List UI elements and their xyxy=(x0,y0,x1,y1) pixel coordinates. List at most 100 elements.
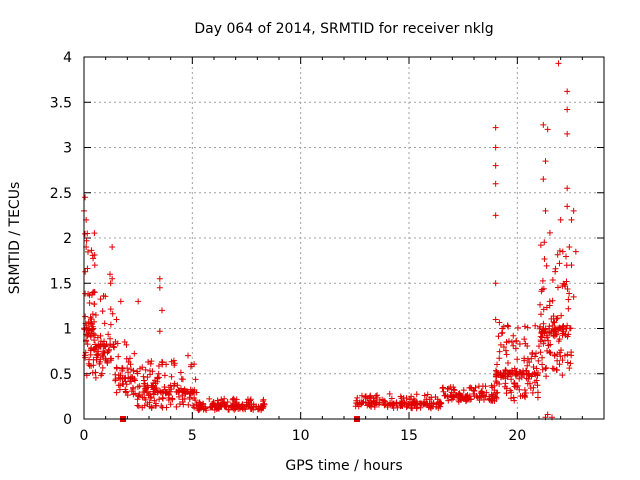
data-point xyxy=(389,402,396,409)
data-point xyxy=(539,277,546,284)
data-point xyxy=(483,389,490,396)
data-point xyxy=(478,388,485,395)
data-point xyxy=(92,369,99,376)
data-point xyxy=(134,396,141,403)
data-point xyxy=(502,380,509,387)
data-point xyxy=(508,395,515,402)
data-point xyxy=(148,358,155,365)
data-point xyxy=(358,399,365,406)
data-point xyxy=(174,382,181,389)
data-point xyxy=(151,385,158,392)
data-point xyxy=(122,375,129,382)
data-point xyxy=(104,349,111,356)
data-point xyxy=(505,370,512,377)
data-point xyxy=(146,367,153,374)
data-point xyxy=(159,361,166,368)
data-point xyxy=(508,339,515,346)
data-point xyxy=(199,400,206,407)
data-point xyxy=(549,322,556,329)
data-point xyxy=(503,351,510,358)
data-point xyxy=(557,216,564,223)
data-point xyxy=(413,391,420,398)
data-point xyxy=(457,392,464,399)
data-point xyxy=(130,385,137,392)
data-point xyxy=(513,337,520,344)
data-point xyxy=(540,306,547,313)
data-point xyxy=(111,344,118,351)
data-point xyxy=(492,180,499,187)
data-point xyxy=(134,370,141,377)
data-point xyxy=(419,400,426,407)
data-point xyxy=(82,290,89,297)
data-point xyxy=(358,392,365,399)
data-point xyxy=(87,347,94,354)
data-point xyxy=(122,386,129,393)
data-point xyxy=(125,359,132,366)
data-point xyxy=(221,395,228,402)
data-point xyxy=(497,369,504,376)
data-point xyxy=(88,362,95,369)
data-point xyxy=(113,389,120,396)
data-point xyxy=(482,383,489,390)
data-point xyxy=(83,237,90,244)
data-point xyxy=(427,404,434,411)
data-point xyxy=(551,326,558,333)
data-point xyxy=(110,343,117,350)
data-point xyxy=(514,382,521,389)
data-point xyxy=(560,280,567,287)
data-point xyxy=(135,403,142,410)
data-point xyxy=(373,400,380,407)
data-point xyxy=(537,301,544,308)
data-point xyxy=(534,382,541,389)
y-tick-label: 1.5 xyxy=(50,276,72,292)
data-point xyxy=(511,383,518,390)
data-point xyxy=(550,318,557,325)
data-point xyxy=(88,326,95,333)
data-point xyxy=(543,347,550,354)
data-point xyxy=(107,306,114,313)
data-point xyxy=(435,405,442,412)
data-point xyxy=(496,319,503,326)
data-point xyxy=(180,401,187,408)
data-point xyxy=(539,354,546,361)
data-point xyxy=(508,376,515,383)
data-point xyxy=(107,271,113,278)
data-point xyxy=(567,360,574,367)
data-point xyxy=(516,386,523,393)
data-point xyxy=(434,396,441,403)
data-point xyxy=(155,362,162,369)
data-point xyxy=(492,212,499,219)
data-point xyxy=(546,229,553,236)
data-point xyxy=(159,307,165,314)
data-point xyxy=(142,385,149,392)
data-point xyxy=(559,357,566,364)
data-point xyxy=(566,365,573,372)
data-point xyxy=(113,316,120,323)
data-point xyxy=(390,400,397,407)
data-point xyxy=(526,359,533,366)
data-point xyxy=(247,396,254,403)
data-point xyxy=(444,385,451,392)
data-point xyxy=(509,369,516,376)
data-point xyxy=(89,323,96,330)
data-point xyxy=(533,350,540,357)
data-point xyxy=(470,387,477,394)
data-point xyxy=(94,352,101,359)
data-point xyxy=(566,290,573,297)
data-point xyxy=(84,265,91,272)
data-points xyxy=(81,60,579,422)
data-point xyxy=(492,144,499,151)
data-point xyxy=(151,377,158,384)
data-point xyxy=(148,404,155,411)
data-point xyxy=(144,374,151,381)
data-point xyxy=(211,403,218,410)
data-point xyxy=(464,391,471,398)
data-point xyxy=(96,360,103,367)
y-tick-label: 0 xyxy=(63,412,72,428)
data-point xyxy=(539,361,546,368)
data-point xyxy=(82,354,89,361)
data-point xyxy=(554,251,561,258)
data-point xyxy=(109,244,116,251)
data-point xyxy=(556,247,563,254)
